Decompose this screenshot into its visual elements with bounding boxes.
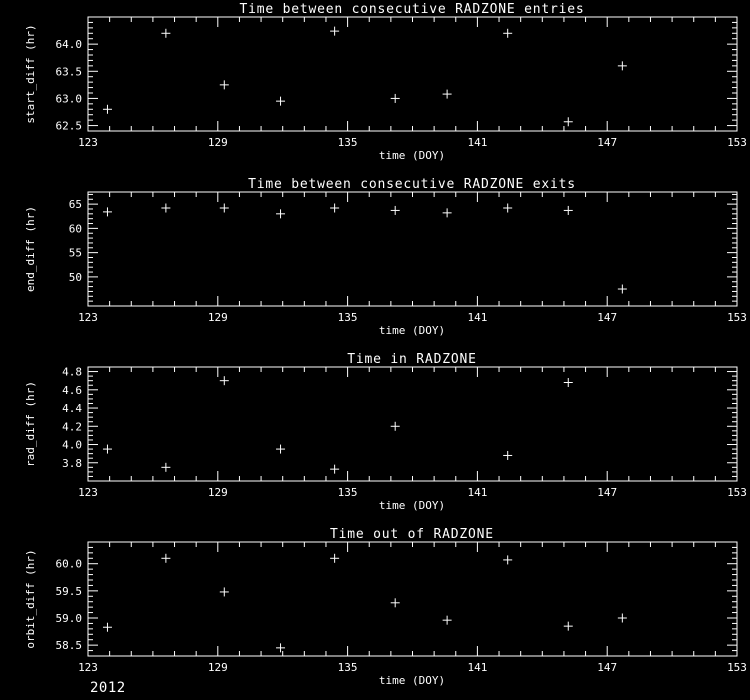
x-axis-label: time (DOY)	[379, 324, 445, 337]
plot-title: Time in RADZONE	[347, 352, 476, 367]
plot-title: Time out of RADZONE	[330, 527, 494, 542]
x-tick-label: 135	[338, 311, 358, 324]
y-tick-label: 59.5	[56, 585, 83, 598]
y-tick-label: 4.0	[62, 439, 82, 452]
x-axis-label: time (DOY)	[379, 149, 445, 162]
x-tick-label: 123	[78, 311, 98, 324]
chart-svg-out-radzone: Time out of RADZONE orbit_diff (hr) time…	[24, 527, 747, 687]
plot-time-in-radzone: Time in RADZONE rad_diff (hr) time (DOY)…	[0, 350, 750, 525]
x-tick-label: 153	[727, 661, 747, 674]
x-tick-label: 147	[597, 136, 617, 149]
x-tick-label: 141	[467, 311, 487, 324]
x-tick-label: 147	[597, 486, 617, 499]
y-tick-label: 4.2	[62, 420, 82, 433]
y-tick-label: 60.0	[56, 558, 83, 571]
x-axis-label: time (DOY)	[379, 674, 445, 687]
y-tick-label: 3.8	[62, 457, 82, 470]
x-tick-label: 129	[208, 661, 228, 674]
x-tick-label: 129	[208, 311, 228, 324]
x-tick-label: 129	[208, 136, 228, 149]
chart-svg-exits: Time between consecutive RADZONE exits e…	[24, 177, 747, 337]
y-axis-label: orbit_diff (hr)	[24, 549, 37, 648]
plot-area: 123 129 135 141 147 153 3.8 4.0 4.2 4.4 4.6 4.8	[62, 366, 747, 499]
plot-area: 123 129 135 141 147 153 62.5 63.0 63.5 64.0	[56, 16, 747, 149]
x-tick-label: 123	[78, 136, 98, 149]
chart-svg-in-radzone: Time in RADZONE rad_diff (hr) time (DOY)…	[24, 352, 747, 512]
y-tick-label: 60	[69, 222, 82, 235]
x-tick-label: 147	[597, 661, 617, 674]
plot-time-out-of-radzone: Time out of RADZONE orbit_diff (hr) time…	[0, 525, 750, 700]
plot-area: 123 129 135 141 147 153 58.5 59.0 59.5 60.0	[56, 541, 747, 674]
x-tick-label: 153	[727, 136, 747, 149]
plot-frame	[87, 366, 738, 482]
y-axis-label: end_diff (hr)	[24, 206, 37, 292]
x-tick-label: 153	[727, 486, 747, 499]
y-tick-label: 63.0	[56, 92, 83, 105]
y-tick-label: 4.6	[62, 384, 82, 397]
plot-area: 123 129 135 141 147 153 50 55 60 65	[69, 191, 747, 324]
x-tick-label: 135	[338, 136, 358, 149]
x-tick-label: 141	[467, 136, 487, 149]
y-tick-label: 63.5	[56, 65, 83, 78]
plot-radzone-exit-diff: Time between consecutive RADZONE exits e…	[0, 175, 750, 350]
x-tick-label: 153	[727, 311, 747, 324]
y-tick-label: 64.0	[56, 38, 83, 51]
y-tick-label: 65	[69, 198, 82, 211]
y-tick-label: 62.5	[56, 120, 83, 133]
y-tick-label: 4.8	[62, 366, 82, 379]
plot-frame	[87, 191, 738, 307]
y-tick-label: 50	[69, 271, 82, 284]
y-tick-label: 58.5	[56, 639, 83, 652]
x-tick-label: 129	[208, 486, 228, 499]
x-tick-label: 123	[78, 661, 98, 674]
year-label: 2012	[90, 680, 126, 696]
y-axis-label: rad_diff (hr)	[24, 381, 37, 467]
x-tick-label: 141	[467, 661, 487, 674]
plot-frame	[87, 16, 738, 132]
x-tick-label: 135	[338, 486, 358, 499]
y-axis-label: start_diff (hr)	[24, 24, 37, 123]
x-tick-label: 135	[338, 661, 358, 674]
x-tick-label: 147	[597, 311, 617, 324]
plot-frame	[87, 541, 738, 657]
y-tick-label: 4.4	[62, 402, 82, 415]
y-tick-label: 59.0	[56, 612, 83, 625]
plot-radzone-entry-diff: Time between consecutive RADZONE entries…	[0, 0, 750, 175]
x-axis-label: time (DOY)	[379, 499, 445, 512]
x-tick-label: 141	[467, 486, 487, 499]
plot-title: Time between consecutive RADZONE exits	[248, 177, 576, 192]
chart-svg-entries: Time between consecutive RADZONE entries…	[24, 2, 747, 162]
y-tick-label: 55	[69, 247, 82, 260]
x-tick-label: 123	[78, 486, 98, 499]
plot-title: Time between consecutive RADZONE entries	[239, 2, 584, 17]
